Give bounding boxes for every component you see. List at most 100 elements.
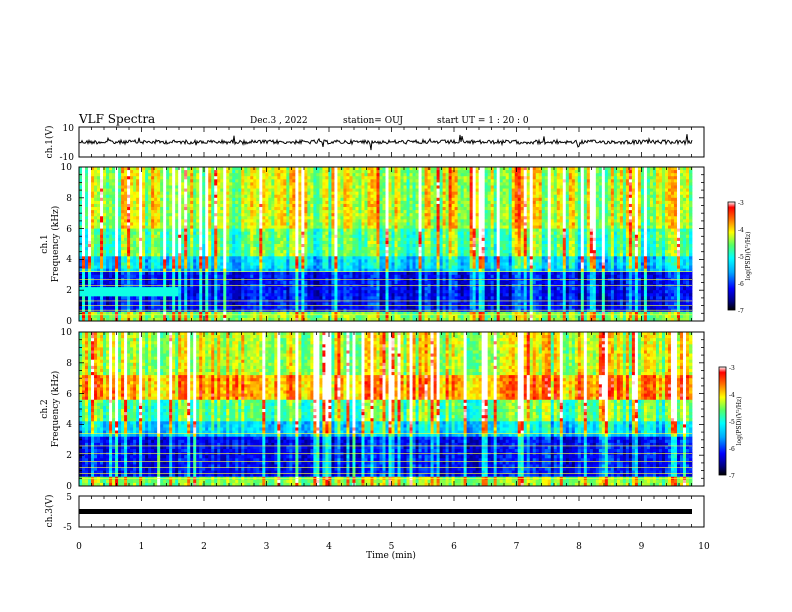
spectrogram-cell xyxy=(484,213,489,217)
spectrogram-cell xyxy=(523,207,528,211)
spectrogram-cell xyxy=(199,210,203,214)
spectrogram-cell xyxy=(382,216,386,220)
spectrogram-cell xyxy=(127,228,131,233)
spectrogram-cell xyxy=(217,207,221,211)
spectrogram-cell xyxy=(400,176,404,180)
spectrogram-cell xyxy=(391,197,395,202)
spectrogram-cell xyxy=(520,176,525,180)
spectrogram-cell xyxy=(322,197,326,202)
spectrogram-cell xyxy=(367,210,371,214)
spectrogram-cell xyxy=(124,191,128,196)
spectrogram-cell xyxy=(667,203,672,208)
spectrogram-cell xyxy=(115,225,119,229)
spectrogram-cell xyxy=(100,191,104,196)
spectrogram-cell xyxy=(610,225,615,229)
spectrogram-cell xyxy=(403,185,407,189)
spectrogram-cell xyxy=(247,219,251,223)
spectrogram-cell xyxy=(418,176,422,180)
spectrogram-cell xyxy=(493,216,498,220)
spectrogram-cell xyxy=(205,228,209,233)
spectrogram-cell xyxy=(505,225,510,229)
spectrogram-cell xyxy=(361,225,365,229)
spectrogram-cell xyxy=(262,173,266,177)
spectrogram-cell xyxy=(601,176,606,180)
spectrogram-cell xyxy=(214,213,218,217)
spectrogram-cell xyxy=(100,194,104,199)
spectrogram-cell xyxy=(124,167,128,171)
spectrogram-cell xyxy=(559,228,564,233)
spectrogram-cell xyxy=(259,222,263,226)
spectrogram-cell xyxy=(106,213,110,217)
spectrogram-cell xyxy=(157,210,161,214)
spectrogram-cell xyxy=(139,231,143,236)
spectrogram-cell xyxy=(475,179,480,183)
spectrogram-cell xyxy=(274,170,278,174)
spectrogram-cell xyxy=(604,167,609,171)
spectrogram-cell xyxy=(268,200,272,205)
spectrogram-cell xyxy=(103,200,107,205)
spectrogram-cell xyxy=(445,167,449,171)
spectrogram-cell xyxy=(196,182,200,186)
spectrogram-cell xyxy=(175,191,179,196)
spectrogram-cell xyxy=(265,200,269,205)
spectrogram-cell xyxy=(592,170,597,174)
spectrogram-cell xyxy=(502,179,507,183)
spectrogram-cell xyxy=(187,210,191,214)
spectrogram-cell xyxy=(142,216,146,220)
spectrogram-cell xyxy=(379,225,383,229)
spectrogram-cell xyxy=(337,200,341,205)
spectrogram-cell xyxy=(682,203,687,208)
spectrogram-cell xyxy=(319,200,323,205)
spectrogram-cell xyxy=(373,216,377,220)
spectrogram-cell xyxy=(496,231,501,236)
spectrogram-cell xyxy=(670,219,675,223)
spectrogram-cell xyxy=(184,179,188,183)
spectrogram-cell xyxy=(289,207,293,211)
spectrogram-cell xyxy=(505,188,510,193)
spectrogram-cell xyxy=(298,210,302,214)
spectrogram-cell xyxy=(652,200,657,205)
spectrogram-cell xyxy=(145,207,149,211)
spectrogram-cell xyxy=(163,176,167,180)
spectrogram-cell xyxy=(646,216,651,220)
spectrogram-cell xyxy=(256,231,260,236)
spectrogram-cell xyxy=(508,210,513,214)
spectrogram-cell xyxy=(475,173,480,177)
spectrogram-cell xyxy=(352,170,356,174)
spectrogram-cell xyxy=(643,228,648,233)
spectrogram-cell xyxy=(310,173,314,177)
spectrogram-cell xyxy=(689,228,693,233)
spectrogram-cell xyxy=(358,197,362,202)
spectrogram-cell xyxy=(268,237,272,242)
spectrogram-cell xyxy=(631,203,636,208)
spectrogram-cell xyxy=(127,231,131,236)
spectrogram-cell xyxy=(172,225,176,229)
spectrogram-cell xyxy=(349,207,353,211)
spectrogram-cell xyxy=(328,179,332,183)
spectrogram-cell xyxy=(82,191,86,196)
spectrogram-cell xyxy=(445,210,449,214)
spectrogram-cell xyxy=(241,231,245,236)
spectrogram-cell xyxy=(472,179,477,183)
spectrogram-cell xyxy=(259,185,263,189)
spectrogram-cell xyxy=(178,170,182,174)
spectrogram-cell xyxy=(451,213,456,217)
spectrogram-cell xyxy=(544,222,549,226)
spectrogram-cell xyxy=(430,185,434,189)
spectrogram-cell xyxy=(250,228,254,233)
spectrogram-cell xyxy=(427,228,431,233)
spectrogram-cell xyxy=(427,237,431,242)
spectrogram-cell xyxy=(622,231,627,236)
spectrogram-cell xyxy=(619,222,624,226)
spectrogram-cell xyxy=(286,207,290,211)
spectrogram-cell xyxy=(595,234,600,239)
spectrogram-cell xyxy=(169,182,173,186)
spectrogram-cell xyxy=(424,203,428,208)
spectrogram-cell xyxy=(370,219,374,223)
spectrogram-cell xyxy=(88,191,92,196)
spectrogram-cell xyxy=(664,200,669,205)
spectrogram-cell xyxy=(322,216,326,220)
spectrogram-cell xyxy=(514,219,519,223)
spectrogram-cell xyxy=(646,213,651,217)
spectrogram-cell xyxy=(130,194,134,199)
